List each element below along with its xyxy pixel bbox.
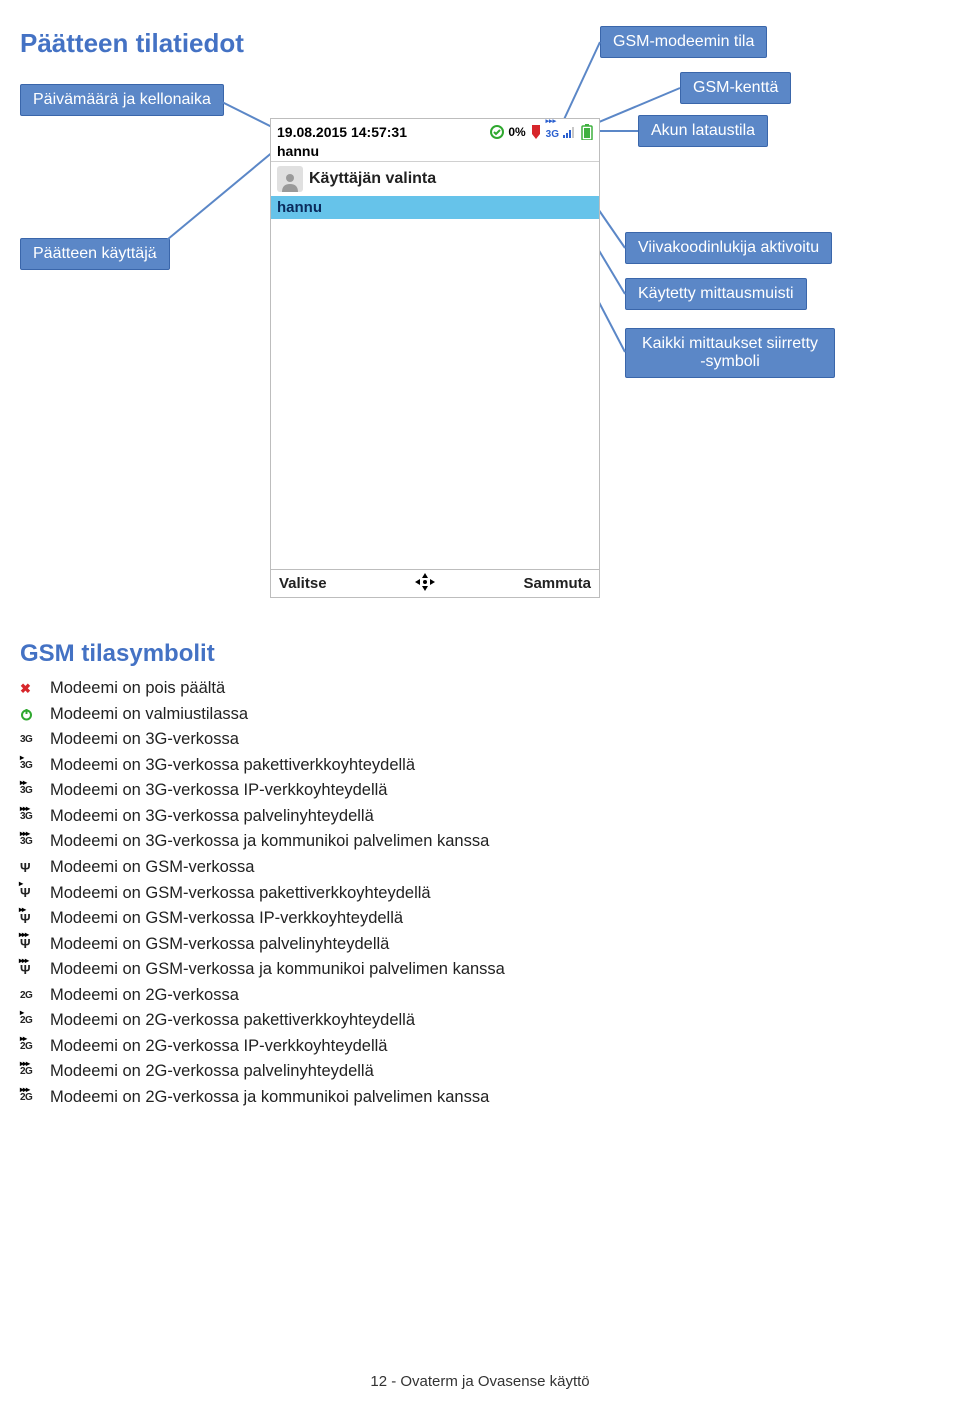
symbol-row: ▸▸Ψ Modeemi on GSM-verkossa IP-verkkoyhte… xyxy=(20,906,920,932)
symbol-icon-power xyxy=(20,705,42,723)
nav-icon xyxy=(415,573,435,595)
symbol-icon-3g3: ▸▸▸3G xyxy=(20,808,42,826)
symbol-icon-3g2: ▸▸3G xyxy=(20,782,42,800)
symbol-icon-x: ✖ xyxy=(20,680,42,698)
symbol-row: 2G Modeemi on 2G-verkossa xyxy=(20,983,920,1009)
page-footer: 12 - Ovaterm ja Ovasense käyttö xyxy=(0,1373,960,1390)
status-timestamp: 19.08.2015 14:57:31 xyxy=(277,124,407,140)
symbol-icon-2g3: ▸▸▸2G xyxy=(20,1063,42,1081)
battery-icon xyxy=(581,124,593,140)
symbol-row: Modeemi on valmiustilassa xyxy=(20,702,920,728)
check-icon xyxy=(490,125,504,139)
symbol-row: ▸2G Modeemi on 2G-verkossa pakettiverkkoy… xyxy=(20,1008,920,1034)
symbol-row: ▸▸▸2G Modeemi on 2G-verkossa palvelinyhte… xyxy=(20,1059,920,1085)
symbol-row: ▸3G Modeemi on 3G-verkossa pakettiverkkoy… xyxy=(20,753,920,779)
symbol-list: ✖ Modeemi on pois päältäModeemi on valmiu… xyxy=(20,676,920,1111)
symbol-icon-3g1: ▸3G xyxy=(20,756,42,774)
symbol-row: ▸▸3G Modeemi on 3G-verkossa IP-verkkoyhte… xyxy=(20,778,920,804)
symbol-icon-2g1: ▸2G xyxy=(20,1012,42,1030)
symbol-row: ✖ Modeemi on pois päältä xyxy=(20,676,920,702)
symbol-icon-3g0: 3G xyxy=(20,731,42,749)
callout-transferred: Kaikki mittaukset siirretty -symboli xyxy=(625,328,835,378)
symbol-text: Modeemi on GSM-verkossa xyxy=(50,855,255,881)
symbol-text: Modeemi on GSM-verkossa pakettiverkkoyht… xyxy=(50,881,431,907)
symbol-row: 3G Modeemi on 3G-verkossa xyxy=(20,727,920,753)
softkey-left[interactable]: Valitse xyxy=(279,575,327,592)
callout-transferred-text: Kaikki mittaukset siirretty -symboli xyxy=(642,335,818,370)
symbol-row: ▸Ψ Modeemi on GSM-verkossa pakettiverkkoy… xyxy=(20,881,920,907)
tag-icon xyxy=(530,125,542,139)
symbol-text: Modeemi on 3G-verkossa xyxy=(50,727,239,753)
symbol-text: Modeemi on 2G-verkossa xyxy=(50,983,239,1009)
callout-barcode: Viivakoodinlukija aktivoitu xyxy=(625,232,832,264)
softkey-right[interactable]: Sammuta xyxy=(523,575,591,592)
symbol-text: Modeemi on 2G-verkossa palvelinyhteydell… xyxy=(50,1059,374,1085)
callout-user: Päätteen käyttäjä xyxy=(20,238,170,270)
symbol-icon-2g2: ▸▸2G xyxy=(20,1038,42,1056)
callout-memory: Käytetty mittausmuisti xyxy=(625,278,807,310)
signal-icon xyxy=(563,126,577,138)
callout-gsm-field: GSM-kenttä xyxy=(680,72,791,104)
screen-header-text: Käyttäjän valinta xyxy=(309,170,436,188)
net-icon: ▸▸▸ 3G xyxy=(546,124,559,140)
symbol-text: Modeemi on 2G-verkossa ja kommunikoi pal… xyxy=(50,1085,489,1111)
symbol-row: Ψ Modeemi on GSM-verkossa xyxy=(20,855,920,881)
page-title: Päätteen tilatiedot xyxy=(20,28,244,59)
symbol-text: Modeemi on GSM-verkossa palvelinyhteydel… xyxy=(50,932,389,958)
avatar-icon xyxy=(277,166,303,192)
symbol-text: Modeemi on 3G-verkossa pakettiverkkoyhte… xyxy=(50,753,415,779)
symbol-icon-gsm2: ▸▸Ψ xyxy=(20,910,42,928)
status-icons: 0% ▸▸▸ 3G xyxy=(490,124,593,140)
callout-gsm-state: GSM-modeemin tila xyxy=(600,26,767,58)
symbol-icon-2g0: 2G xyxy=(20,987,42,1005)
symbol-text: Modeemi on pois päältä xyxy=(50,676,225,702)
symbol-text: Modeemi on 3G-verkossa IP-verkkoyhteydel… xyxy=(50,778,387,804)
status-bar: 19.08.2015 14:57:31 0% ▸▸▸ 3G xyxy=(271,119,599,143)
symbol-text: Modeemi on 2G-verkossa IP-verkkoyhteydel… xyxy=(50,1034,387,1060)
symbol-row: ▸▸▸Ψ Modeemi on GSM-verkossa ja kommuniko… xyxy=(20,957,920,983)
section-gsm-title: GSM tilasymbolit xyxy=(20,640,215,668)
symbol-icon-gsm4: ▸▸▸Ψ xyxy=(20,961,42,979)
status-user: hannu xyxy=(271,143,599,162)
symbol-icon-2g4: ▸▸▸2G xyxy=(20,1089,42,1107)
symbol-row: ▸▸▸3G Modeemi on 3G-verkossa ja kommuniko… xyxy=(20,829,920,855)
symbol-row: ▸▸▸3G Modeemi on 3G-verkossa palvelinyhte… xyxy=(20,804,920,830)
device-screen: 19.08.2015 14:57:31 0% ▸▸▸ 3G hannu Käyt… xyxy=(270,118,600,598)
callout-datetime: Päivämäärä ja kellonaika xyxy=(20,84,224,116)
screen-header: Käyttäjän valinta xyxy=(271,162,599,196)
symbol-text: Modeemi on 3G-verkossa palvelinyhteydell… xyxy=(50,804,374,830)
selected-user-row[interactable]: hannu xyxy=(271,196,599,219)
symbol-text: Modeemi on GSM-verkossa ja kommunikoi pa… xyxy=(50,957,505,983)
symbol-row: ▸▸▸Ψ Modeemi on GSM-verkossa palvelinyhte… xyxy=(20,932,920,958)
callout-battery: Akun lataustila xyxy=(638,115,768,147)
symbol-text: Modeemi on 3G-verkossa ja kommunikoi pal… xyxy=(50,829,489,855)
symbol-row: ▸▸▸2G Modeemi on 2G-verkossa ja kommuniko… xyxy=(20,1085,920,1111)
symbol-icon-gsm3: ▸▸▸Ψ xyxy=(20,935,42,953)
symbol-icon-gsm0: Ψ xyxy=(20,859,42,877)
symbol-row: ▸▸2G Modeemi on 2G-verkossa IP-verkkoyhte… xyxy=(20,1034,920,1060)
symbol-text: Modeemi on valmiustilassa xyxy=(50,702,248,728)
status-percent: 0% xyxy=(508,125,525,139)
symbol-icon-gsm1: ▸Ψ xyxy=(20,884,42,902)
symbol-text: Modeemi on 2G-verkossa pakettiverkkoyhte… xyxy=(50,1008,415,1034)
device-softkeys: Valitse Sammuta xyxy=(271,569,599,597)
symbol-icon-3g4: ▸▸▸3G xyxy=(20,833,42,851)
symbol-text: Modeemi on GSM-verkossa IP-verkkoyhteyde… xyxy=(50,906,403,932)
